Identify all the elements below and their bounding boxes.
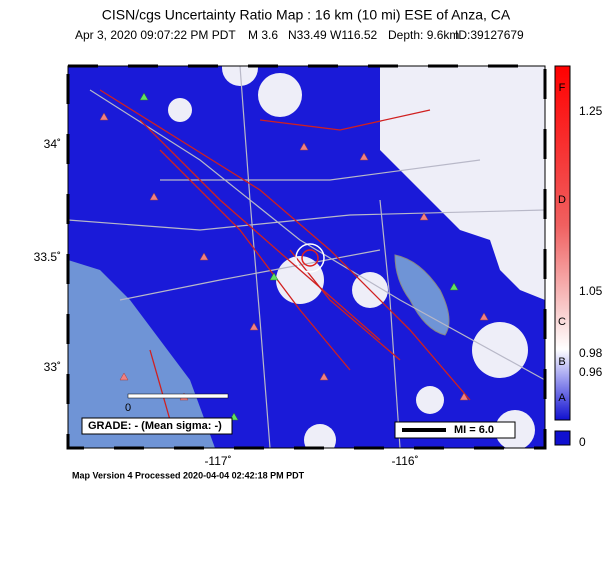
lat-label: 34˚ <box>44 137 61 151</box>
lon-label: -116˚ <box>391 454 418 468</box>
colorbar-zero <box>554 430 571 446</box>
date: Apr 3, 2020 09:07:22 PM PDT <box>75 28 236 42</box>
grade-label: F <box>559 82 566 94</box>
map-frame <box>67 65 546 449</box>
event-id: ID:39127679 <box>455 28 524 42</box>
colorbar-tick: 1.25 <box>579 104 603 118</box>
ocean <box>68 260 215 448</box>
map: GRADE: - (Mean sigma: -) MI = 6.0 0 <box>68 66 545 448</box>
lat-label: 33˚ <box>44 360 61 374</box>
colorbar-tick: 0.98 <box>579 346 603 360</box>
grade-label: A <box>558 392 566 404</box>
scale-zero: 0 <box>125 402 131 414</box>
depth: Depth: 9.6km <box>388 28 459 42</box>
grade-box <box>81 417 233 435</box>
lon-label: -117˚ <box>204 454 231 468</box>
title: CISN/cgs Uncertainty Ratio Map : 16 km (… <box>102 7 511 23</box>
colorbar-tick: 0.96 <box>579 365 603 379</box>
location: N33.49 W116.52 <box>288 28 377 42</box>
colorbar <box>554 65 571 421</box>
salton-sea <box>394 254 450 336</box>
magnitude: M 3.6 <box>248 28 278 42</box>
colorbar-tick: 1.05 <box>579 284 603 298</box>
lat-label: 33.5˚ <box>34 250 61 264</box>
grade-label: B <box>558 356 565 368</box>
stations-green <box>139 92 459 421</box>
colorbar-tick: 0 <box>579 435 586 449</box>
mi-legend-box <box>394 421 516 439</box>
stations <box>99 112 489 401</box>
footer: Map Version 4 Processed 2020-04-04 02:42… <box>72 470 305 480</box>
roads <box>68 66 545 448</box>
grade-label: D <box>558 194 566 206</box>
scale-bar <box>127 393 229 399</box>
grade-label: C <box>558 316 566 328</box>
grade: GRADE: - (Mean sigma: -) <box>88 420 222 432</box>
epicenter <box>295 243 325 273</box>
mi-legend: MI = 6.0 <box>454 424 494 436</box>
faults <box>99 89 471 421</box>
